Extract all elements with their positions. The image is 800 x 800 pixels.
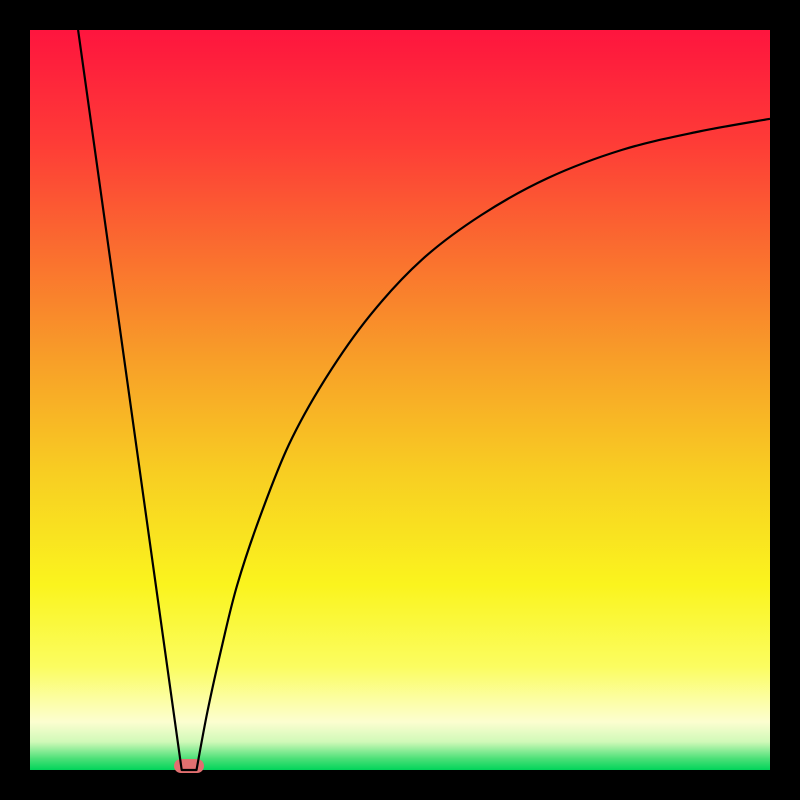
bottleneck-curve bbox=[0, 0, 800, 800]
curve-path bbox=[78, 30, 770, 770]
watermark-text: TheBottleneck.com bbox=[547, 2, 768, 30]
